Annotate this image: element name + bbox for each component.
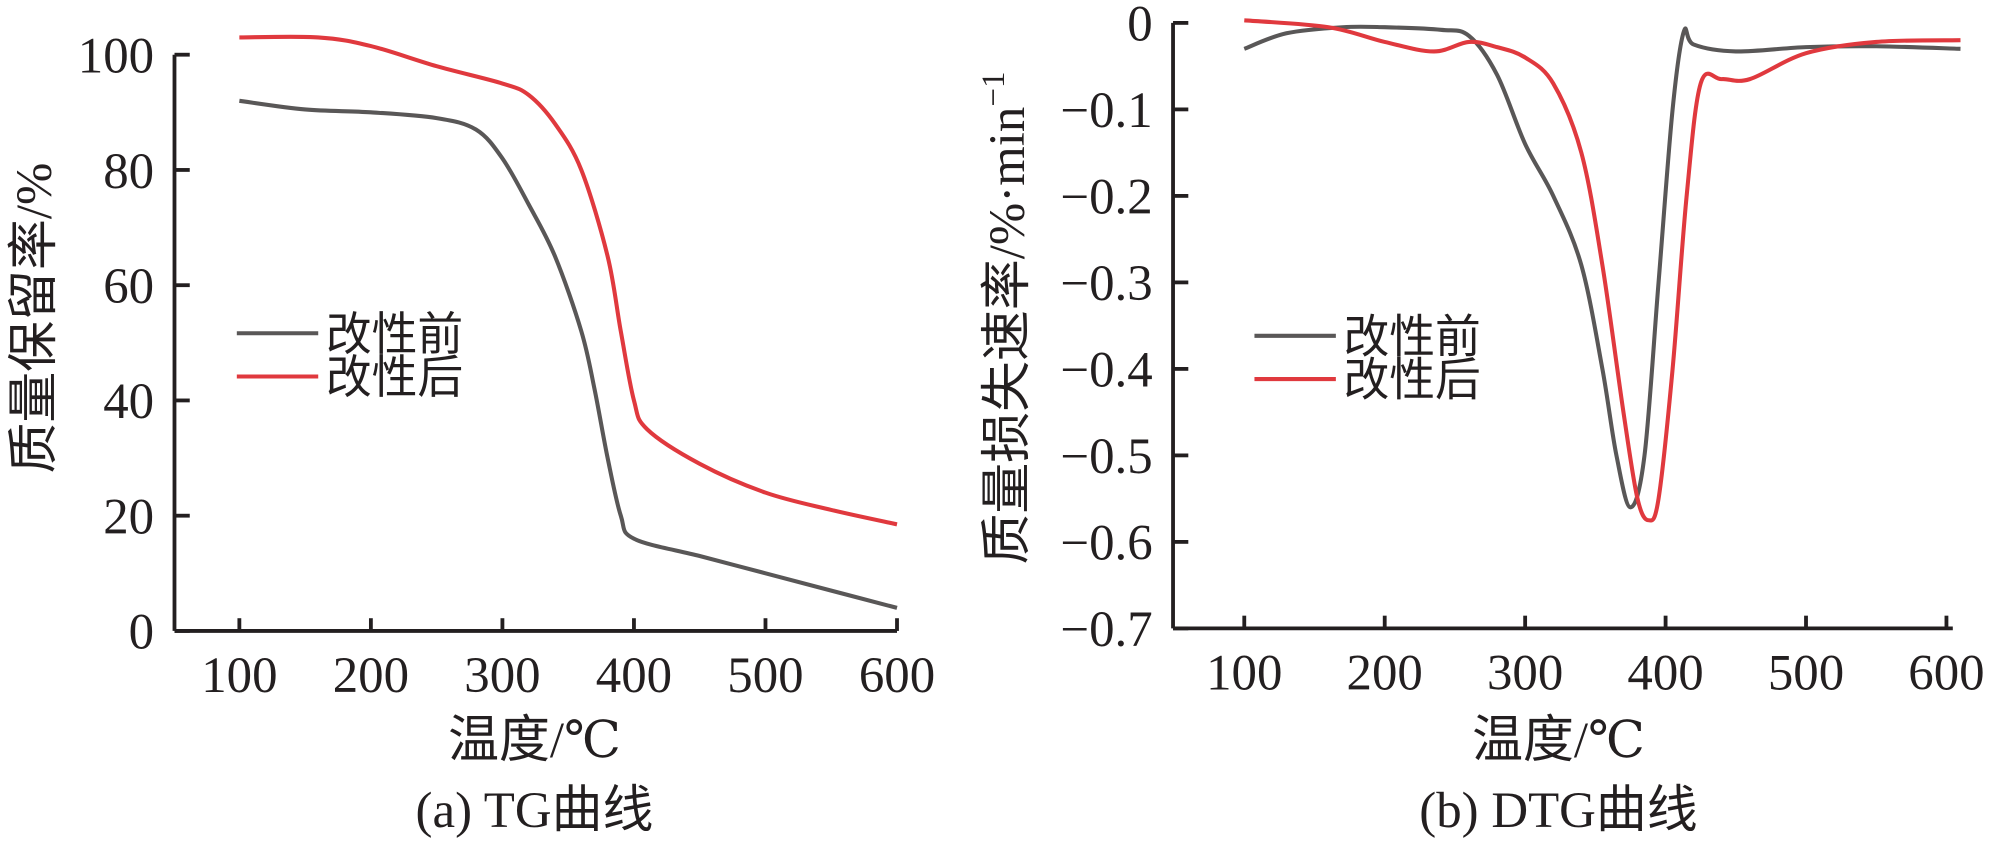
x-tick-label: 600 <box>859 648 935 704</box>
y-tick-label: −0.7 <box>1060 602 1152 658</box>
series-line-after <box>239 34 898 527</box>
tg-chart: 质量保留率/% 温度/℃ (a) TG曲线 100 200 300 400 500 600… <box>7 29 935 839</box>
y-tick-label: −0.3 <box>1060 256 1152 312</box>
y-axis-label-sup: −1 <box>976 71 1012 106</box>
legend-label: 改性后 <box>1343 355 1480 406</box>
x-tick-label: 300 <box>464 648 540 704</box>
x-tick-label: 500 <box>1768 645 1844 701</box>
legend-label: 改性前 <box>326 309 463 360</box>
y-tick-label: −0.2 <box>1060 170 1152 226</box>
y-tick-label: 80 <box>103 144 154 200</box>
x-axis-label: 温度/℃ <box>1472 713 1645 769</box>
y-tick-label: 40 <box>103 374 154 430</box>
y-tick-label: 60 <box>103 259 154 315</box>
caption: (a) TG曲线 <box>416 783 654 839</box>
y-tick-label: −0.4 <box>1060 343 1152 399</box>
series-line-after <box>1244 18 1961 523</box>
y-tick-label: 0 <box>129 605 154 661</box>
x-tick-label: 500 <box>727 648 803 704</box>
legend-label: 改性后 <box>326 352 463 403</box>
y-tick-label: 20 <box>103 489 154 545</box>
caption: (b) DTG曲线 <box>1419 783 1697 839</box>
y-tick-label: −0.5 <box>1060 429 1152 485</box>
series-line-before <box>239 98 898 610</box>
legend-label: 改性前 <box>1343 311 1480 362</box>
series-line-before <box>1243 24 1961 510</box>
x-tick-label: 200 <box>1347 645 1423 701</box>
y-axis-label: 质量保留率/% <box>7 163 63 474</box>
y-axis-label: 质量损失速率/%·min−1 <box>976 71 1036 564</box>
y-tick-label: −0.6 <box>1060 516 1152 572</box>
x-tick-label: 400 <box>596 648 672 704</box>
x-tick-label: 100 <box>201 648 277 704</box>
y-tick-label: 0 <box>1127 0 1152 53</box>
y-tick-label: −0.1 <box>1060 83 1152 139</box>
x-axis-label: 温度/℃ <box>448 713 621 769</box>
y-axis-label-text: 质量损失速率/%·min <box>980 107 1036 565</box>
x-tick-label: 100 <box>1206 645 1282 701</box>
x-tick-label: 300 <box>1487 645 1563 701</box>
x-tick-label: 200 <box>333 648 409 704</box>
y-tick-label: 100 <box>78 29 154 85</box>
dtg-chart: 质量损失速率/%·min−1 温度/℃ (b) DTG曲线 100 200 300 4… <box>976 0 1985 839</box>
x-tick-label: 600 <box>1908 645 1984 701</box>
x-tick-label: 400 <box>1627 645 1703 701</box>
